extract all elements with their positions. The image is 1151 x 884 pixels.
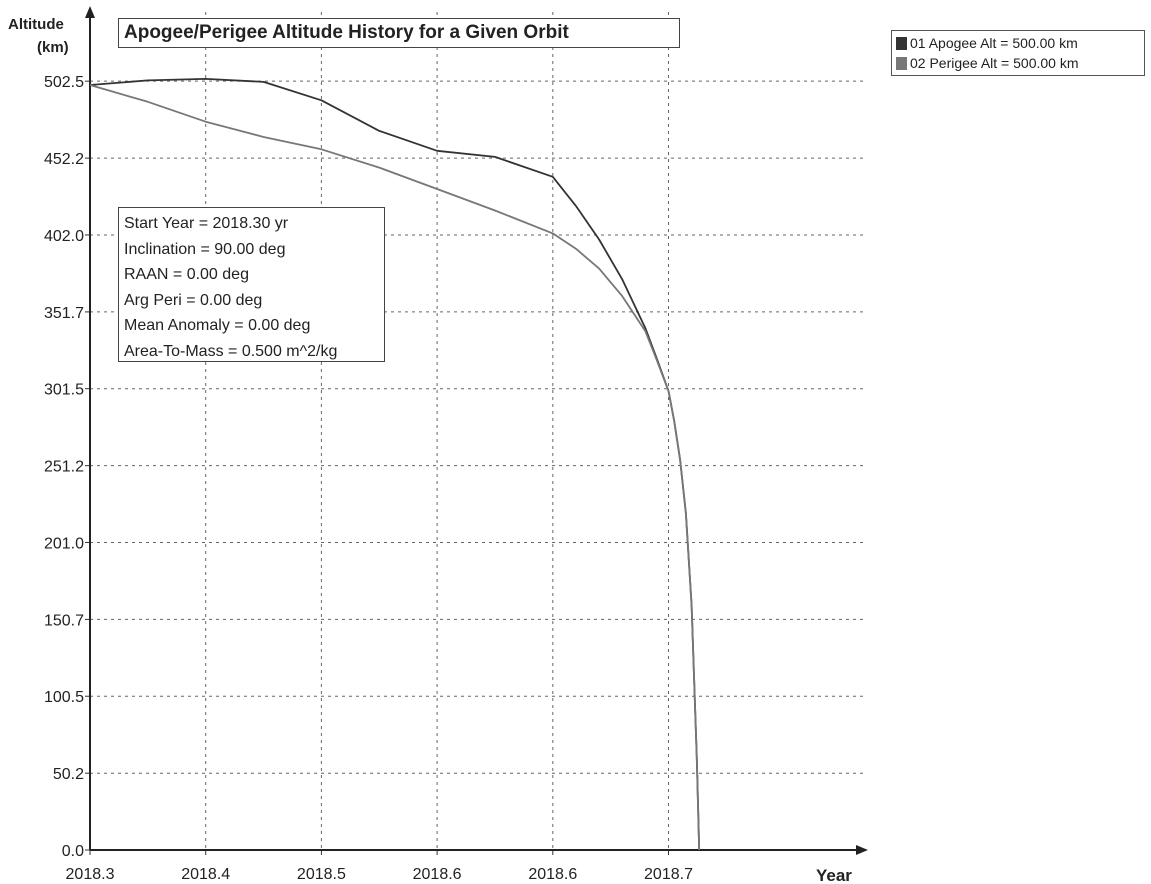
chart-title: Apogee/Perigee Altitude History for a Gi… xyxy=(118,18,680,48)
series-line-apogee xyxy=(89,78,701,851)
x-tick-label: 2018.6 xyxy=(528,866,577,883)
y-tick-label: 201.0 xyxy=(44,535,84,552)
y-tick-label: 452.2 xyxy=(44,151,84,168)
legend: 01 Apogee Alt = 500.00 km 02 Perigee Alt… xyxy=(891,30,1145,76)
series-line-perigee xyxy=(89,84,701,851)
series-lines xyxy=(89,78,701,851)
x-tick-label: 2018.4 xyxy=(181,866,230,883)
legend-label-perigee: 02 Perigee Alt = 500.00 km xyxy=(910,55,1079,71)
x-tick-label: 2018.5 xyxy=(297,866,346,883)
legend-swatch-perigee xyxy=(896,56,907,70)
grid-lines xyxy=(90,12,866,850)
info-start-year: Start Year = 2018.30 yr xyxy=(124,215,289,232)
y-tick-label: 351.7 xyxy=(44,305,84,322)
tick-labels: 0.0 50.2 100.5 150.7 201.0 251.2 301.5 351.7 402… xyxy=(44,74,693,883)
x-tick-label: 2018.3 xyxy=(66,866,115,883)
y-tick-label: 150.7 xyxy=(44,612,84,629)
legend-item-apogee: 01 Apogee Alt = 500.00 km xyxy=(896,33,1140,53)
y-tick-label: 502.5 xyxy=(44,74,84,91)
y-axis-label-line1: Altitude xyxy=(8,16,64,33)
legend-item-perigee: 02 Perigee Alt = 500.00 km xyxy=(896,53,1140,73)
x-axis-label: Year xyxy=(816,866,852,884)
info-inclination: Inclination = 90.00 deg xyxy=(124,240,286,258)
y-tick-label: 251.2 xyxy=(44,459,84,476)
y-tick-label: 50.2 xyxy=(53,766,84,783)
orbit-info-box: Start Year = 2018.30 yr Inclination = 90… xyxy=(118,207,385,362)
y-axis-label-line2: (km) xyxy=(37,39,69,56)
axes xyxy=(85,6,868,855)
x-axis-arrow xyxy=(856,845,868,855)
legend-swatch-apogee xyxy=(896,36,907,50)
y-tick-label: 0.0 xyxy=(62,843,84,860)
info-mean-anomaly: Mean Anomaly = 0.00 deg xyxy=(124,317,311,334)
x-tick-label: 2018.6 xyxy=(413,866,462,883)
info-raan: RAAN = 0.00 deg xyxy=(124,266,249,283)
y-tick-label: 301.5 xyxy=(44,382,84,399)
y-tick-label: 402.0 xyxy=(44,228,84,245)
y-tick-label: 100.5 xyxy=(44,689,84,706)
info-arg-peri: Arg Peri = 0.00 deg xyxy=(124,291,263,309)
info-area-to-mass: Area-To-Mass = 0.500 m^2/kg xyxy=(124,342,338,360)
x-tick-label: 2018.7 xyxy=(644,866,693,883)
legend-label-apogee: 01 Apogee Alt = 500.00 km xyxy=(910,35,1078,51)
y-axis-arrow xyxy=(85,6,95,18)
